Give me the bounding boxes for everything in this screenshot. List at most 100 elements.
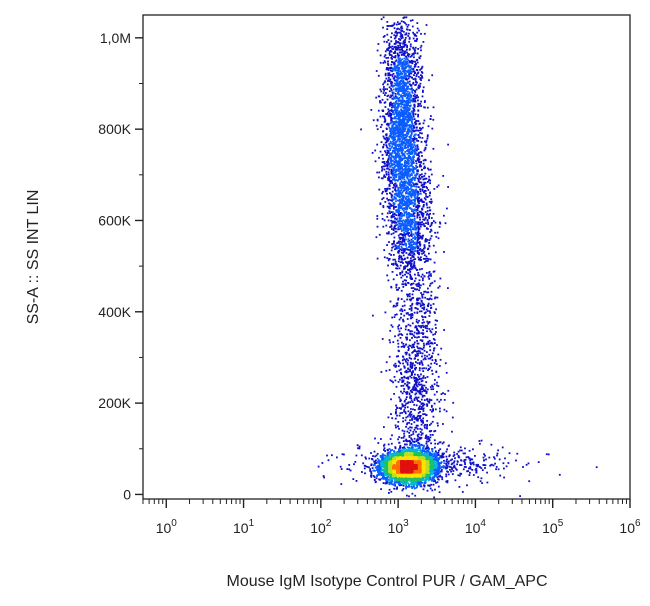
data-point: [411, 250, 414, 253]
data-point: [402, 117, 404, 120]
data-point: [410, 367, 413, 370]
data-point: [392, 123, 395, 125]
data-point: [391, 221, 393, 224]
data-point: [427, 259, 429, 262]
data-point: [408, 298, 411, 301]
data-point: [419, 136, 421, 139]
data-point: [416, 298, 418, 301]
data-point: [363, 464, 366, 467]
data-point: [397, 124, 400, 126]
data-point: [423, 399, 426, 401]
data-point: [322, 475, 325, 477]
data-point: [398, 42, 401, 44]
data-point: [414, 426, 417, 429]
data-point: [407, 163, 410, 165]
data-point: [413, 235, 416, 238]
data-point: [407, 149, 409, 152]
data-point: [398, 66, 401, 69]
data-point: [409, 375, 411, 378]
data-point: [415, 172, 418, 175]
data-point: [416, 398, 418, 401]
data-point: [390, 134, 392, 136]
data-point: [415, 418, 418, 421]
data-point: [396, 304, 399, 307]
data-point: [400, 133, 403, 136]
data-point: [373, 464, 376, 466]
data-point: [421, 364, 424, 366]
data-point: [390, 254, 392, 256]
data-point: [417, 186, 420, 188]
data-point: [430, 115, 432, 117]
data-point: [418, 438, 421, 440]
data-point: [400, 175, 402, 177]
data-point: [427, 287, 429, 290]
data-point: [391, 45, 394, 48]
data-point: [409, 43, 412, 46]
data-point: [402, 235, 405, 237]
data-point: [382, 197, 385, 199]
data-point: [412, 31, 414, 34]
data-point: [410, 229, 412, 231]
data-point: [415, 206, 418, 209]
data-point: [435, 475, 438, 478]
data-point: [402, 79, 405, 82]
data-point: [420, 161, 422, 163]
data-point: [403, 300, 406, 303]
data-point: [398, 89, 401, 91]
data-point: [408, 253, 411, 255]
data-point: [391, 58, 393, 60]
data-point: [398, 83, 400, 85]
data-point: [404, 145, 407, 148]
data-point: [441, 454, 444, 457]
data-point: [398, 195, 400, 198]
data-point: [410, 173, 412, 176]
data-point: [420, 105, 422, 107]
data-point: [415, 223, 417, 226]
data-point: [394, 481, 397, 483]
data-point: [413, 184, 415, 187]
data-point: [404, 200, 406, 203]
data-point: [414, 46, 417, 49]
data-point: [407, 238, 410, 241]
data-point: [405, 32, 408, 35]
data-point: [421, 294, 423, 296]
data-point: [380, 123, 383, 126]
data-point: [438, 285, 441, 288]
data-point: [414, 199, 416, 201]
data-point: [403, 231, 406, 234]
data-point: [419, 243, 422, 246]
data-point: [382, 88, 385, 90]
data-point: [417, 352, 420, 355]
data-point: [381, 168, 384, 170]
data-point: [392, 245, 395, 248]
data-point: [396, 92, 399, 95]
data-point: [439, 448, 442, 451]
data-point: [503, 467, 505, 470]
data-point: [410, 110, 413, 113]
data-point: [395, 41, 398, 44]
data-point: [558, 473, 561, 476]
data-point: [415, 244, 418, 246]
data-point: [414, 307, 417, 309]
data-point: [447, 445, 450, 447]
data-point: [393, 22, 396, 25]
data-point: [426, 388, 429, 391]
data-point: [417, 84, 420, 87]
data-point: [398, 257, 401, 259]
data-point: [370, 474, 373, 477]
data-point: [416, 301, 419, 304]
data-point: [423, 389, 425, 392]
data-point: [377, 43, 380, 45]
data-point: [416, 428, 419, 430]
data-point: [419, 416, 421, 419]
data-point: [394, 305, 397, 308]
data-point: [413, 56, 415, 59]
data-point: [385, 190, 388, 192]
data-point: [399, 227, 402, 230]
data-point: [447, 287, 449, 289]
data-point: [403, 195, 406, 198]
data-point: [425, 414, 427, 417]
data-point: [392, 173, 394, 176]
data-point: [418, 297, 421, 300]
data-point: [424, 296, 427, 299]
